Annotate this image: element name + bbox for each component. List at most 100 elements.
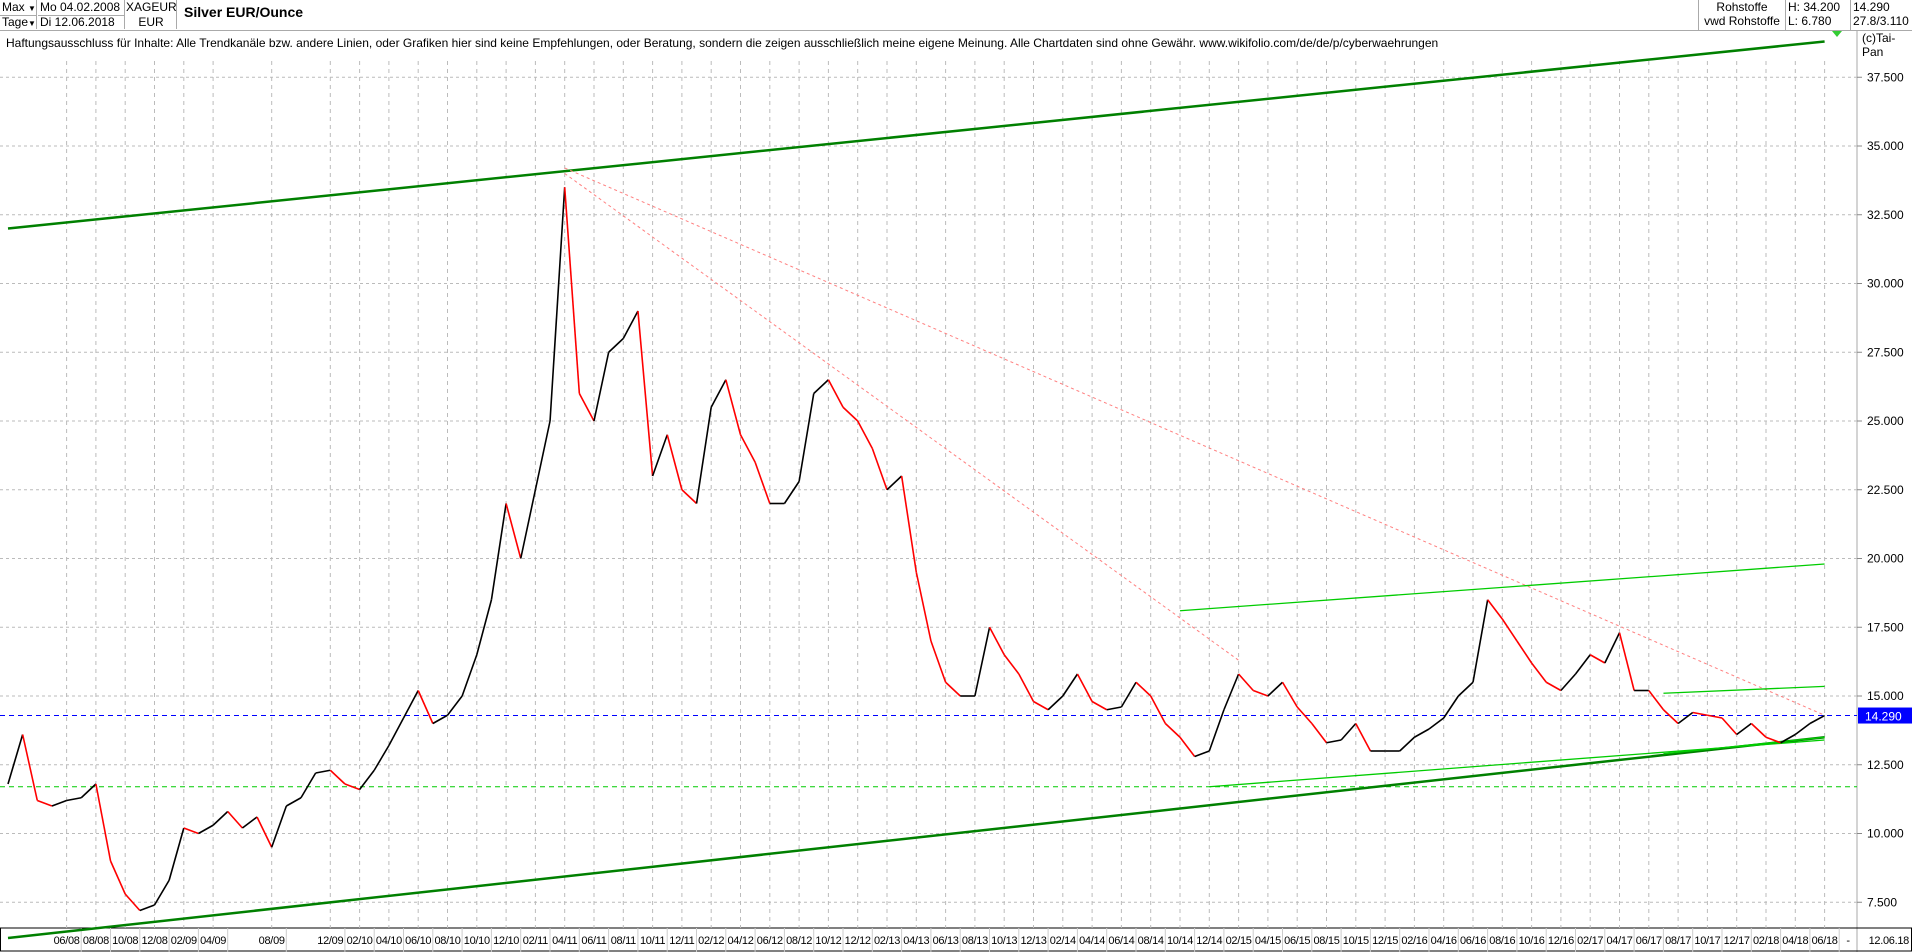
price-segment (1149, 695, 1167, 724)
price-segment (1223, 673, 1240, 711)
price-segment (1443, 695, 1460, 719)
x-tick-label: 02/14 (1050, 935, 1076, 947)
x-tick-label: 06/18 (1812, 935, 1838, 947)
price-segment (827, 379, 844, 408)
x-tick-label: 12/16 (1548, 935, 1574, 947)
price-segment (66, 796, 82, 802)
x-tick-label: 06/13 (933, 935, 959, 947)
price-segment (1281, 681, 1298, 708)
price-segment (1018, 673, 1035, 702)
trendline-thin (1179, 563, 1825, 612)
x-tick-label: 08/17 (1665, 935, 1691, 947)
disclaimer: Haftungsausschluss für Inhalte: Alle Tre… (6, 36, 1439, 50)
source: vwd Rohstoffe (1704, 14, 1780, 28)
x-tick-label: 10/14 (1167, 935, 1193, 947)
currency: EUR (126, 15, 177, 29)
x-tick-label: 04/16 (1431, 935, 1457, 947)
price-segment (945, 681, 961, 697)
x-tick-label: 04/11 (552, 935, 577, 947)
price-segment (1765, 736, 1781, 744)
price-segment (1296, 706, 1313, 725)
price-segment (1662, 709, 1679, 725)
range-dropdown[interactable]: Max ▼ (0, 0, 37, 16)
price-segment (666, 434, 683, 490)
price-segment (227, 810, 243, 829)
x-tick-label: 08/14 (1138, 935, 1164, 947)
price-segment (300, 772, 317, 799)
x-axis-end-label: 12.06.18 (1869, 935, 1910, 947)
x-tick-label: 06/15 (1284, 935, 1310, 947)
y-tick-label: 17.500 (1867, 620, 1904, 634)
y-tick-label: 15.000 (1867, 689, 1904, 703)
x-tick-label: 06/12 (757, 935, 783, 947)
x-tick-label: 10/12 (815, 935, 841, 947)
price-segment (37, 799, 53, 807)
x-tick-label: 10/13 (991, 935, 1017, 947)
y-tick-label: 25.000 (1867, 414, 1904, 428)
x-tick-label: 04/17 (1606, 935, 1632, 947)
price-segment (139, 904, 155, 912)
x-tick-label: 02/10 (347, 935, 373, 947)
price-segment (1457, 681, 1474, 697)
chart-title: Silver EUR/Ounce (184, 4, 304, 20)
symbol: XAGEUR (126, 0, 177, 15)
price-segment (695, 407, 712, 504)
x-tick-label: 06/14 (1108, 935, 1134, 947)
date-from[interactable]: Mo 04.02.2008 (38, 0, 125, 16)
price-segment (739, 434, 756, 463)
price-segment (476, 599, 493, 655)
price-segment (373, 745, 390, 771)
interval-dropdown[interactable]: Tage▼ (0, 15, 37, 29)
price-segment (270, 805, 288, 848)
price-segment (212, 810, 229, 826)
x-tick-label: 04/12 (727, 935, 753, 947)
y-tick-label: 30.000 (1867, 277, 1904, 291)
y-tick-label: 7.500 (1867, 895, 1897, 909)
last-box: 14.290 27.8/3.110 (1853, 0, 1912, 30)
price-segment (842, 406, 859, 422)
range-pct: 27.8/3.110 (1853, 14, 1909, 28)
price-segment (168, 827, 185, 881)
x-tick-label: 12/09 (317, 935, 343, 947)
price-segment (1736, 722, 1752, 736)
price-segment (1707, 714, 1723, 719)
price-segment (1399, 736, 1415, 752)
chevron-down-icon: ▼ (28, 4, 36, 13)
date-to[interactable]: Di 12.06.2018 (38, 15, 125, 29)
price-segment (1750, 722, 1767, 738)
x-tick-label: 06/11 (581, 935, 606, 947)
category: Rohstoffe (1716, 0, 1768, 14)
x-tick-label: 12/15 (1372, 935, 1398, 947)
price-segment (1164, 722, 1181, 738)
x-tick-label: 12/10 (493, 935, 519, 947)
price-segment (1076, 673, 1093, 702)
price-segment (1003, 654, 1020, 675)
price-segment (329, 769, 346, 785)
source-box: Rohstoffe vwd Rohstoffe (1698, 0, 1786, 30)
x-tick-label: 12/13 (1020, 935, 1046, 947)
price-segment (622, 310, 639, 339)
price-segment (1530, 662, 1547, 683)
price-segment (1618, 632, 1635, 691)
price-segment (183, 827, 199, 835)
price-segment (1267, 681, 1284, 697)
price-segment (930, 640, 947, 683)
trendline-dashed_red (564, 167, 1825, 716)
price-segment (344, 783, 360, 791)
x-tick-label: 12/11 (669, 935, 694, 947)
price-segment (153, 879, 170, 906)
price-segment (915, 572, 932, 642)
x-tick-label: 08/11 (611, 935, 636, 947)
x-tick-label: 08/12 (786, 935, 812, 947)
x-tick-label: 06/17 (1636, 935, 1662, 947)
price-segment (505, 503, 522, 559)
price-segment (563, 187, 581, 394)
price-segment (1692, 711, 1708, 717)
low-value: L: 6.780 (1788, 14, 1832, 28)
price-segment (608, 337, 624, 353)
price-segment (1047, 695, 1064, 711)
price-segment (783, 481, 800, 504)
price-segment (1560, 673, 1577, 692)
x-axis-separator: - (1846, 935, 1850, 947)
